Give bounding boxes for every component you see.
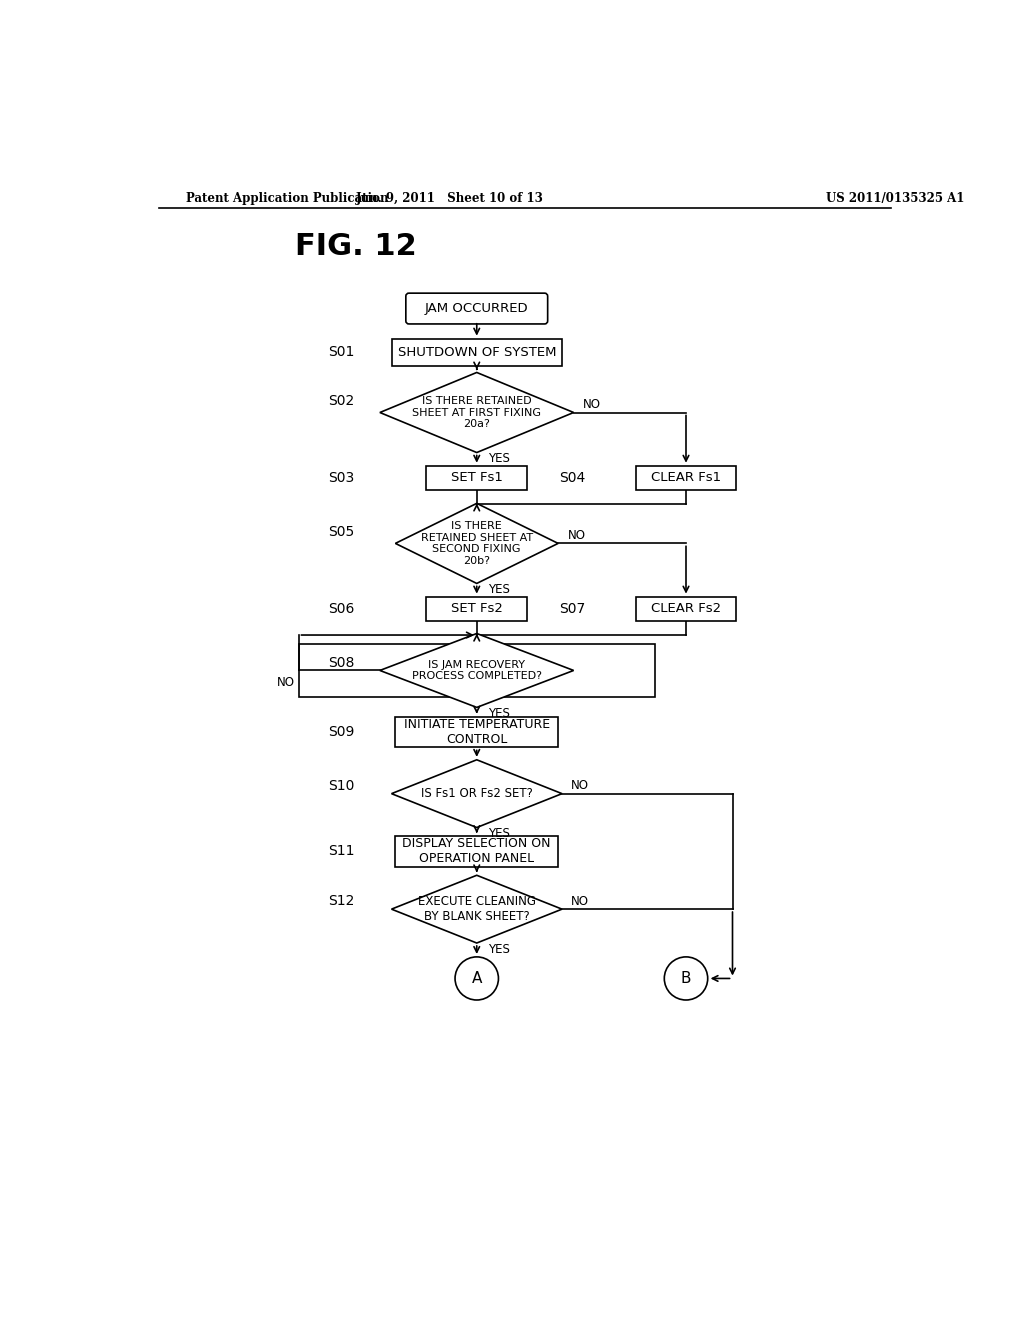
- Text: YES: YES: [488, 828, 510, 841]
- FancyBboxPatch shape: [406, 293, 548, 323]
- Bar: [426, 466, 527, 490]
- Text: S07: S07: [559, 602, 586, 616]
- Text: S10: S10: [328, 779, 354, 793]
- Text: S04: S04: [559, 471, 586, 484]
- Text: B: B: [681, 972, 691, 986]
- Text: DISPLAY SELECTION ON
OPERATION PANEL: DISPLAY SELECTION ON OPERATION PANEL: [402, 837, 551, 866]
- Text: A: A: [472, 972, 482, 986]
- Text: EXECUTE CLEANING
BY BLANK SHEET?: EXECUTE CLEANING BY BLANK SHEET?: [418, 895, 536, 923]
- Circle shape: [455, 957, 499, 1001]
- Polygon shape: [391, 760, 562, 828]
- Text: SET Fs2: SET Fs2: [451, 602, 503, 615]
- Bar: [299, 644, 655, 697]
- Text: Jun. 9, 2011   Sheet 10 of 13: Jun. 9, 2011 Sheet 10 of 13: [355, 191, 544, 205]
- Text: S03: S03: [328, 471, 354, 484]
- Text: US 2011/0135325 A1: US 2011/0135325 A1: [825, 191, 964, 205]
- Bar: [636, 466, 736, 490]
- Text: YES: YES: [488, 583, 510, 597]
- Polygon shape: [380, 634, 573, 708]
- Text: NO: NO: [571, 779, 589, 792]
- Text: SET Fs1: SET Fs1: [451, 471, 503, 484]
- Text: YES: YES: [488, 942, 510, 956]
- Bar: [636, 597, 736, 622]
- Text: CLEAR Fs2: CLEAR Fs2: [651, 602, 721, 615]
- Text: S11: S11: [328, 845, 354, 858]
- Text: SHUTDOWN OF SYSTEM: SHUTDOWN OF SYSTEM: [397, 346, 556, 359]
- Circle shape: [665, 957, 708, 1001]
- Text: FIG. 12: FIG. 12: [295, 232, 417, 261]
- Text: S12: S12: [328, 895, 354, 908]
- Text: S06: S06: [328, 602, 354, 616]
- Text: YES: YES: [488, 708, 510, 721]
- Text: S09: S09: [328, 725, 354, 739]
- Polygon shape: [380, 372, 573, 453]
- Text: Patent Application Publication: Patent Application Publication: [186, 191, 389, 205]
- Text: IS THERE RETAINED
SHEET AT FIRST FIXING
20a?: IS THERE RETAINED SHEET AT FIRST FIXING …: [413, 396, 542, 429]
- Polygon shape: [395, 503, 558, 583]
- Text: JAM OCCURRED: JAM OCCURRED: [425, 302, 528, 315]
- Text: CLEAR Fs1: CLEAR Fs1: [651, 471, 721, 484]
- Text: S05: S05: [328, 525, 354, 539]
- Text: S02: S02: [328, 393, 354, 408]
- Text: INITIATE TEMPERATURE
CONTROL: INITIATE TEMPERATURE CONTROL: [403, 718, 550, 746]
- Bar: [426, 597, 527, 622]
- Bar: [391, 339, 562, 367]
- Text: IS THERE
RETAINED SHEET AT
SECOND FIXING
20b?: IS THERE RETAINED SHEET AT SECOND FIXING…: [421, 521, 532, 566]
- Bar: [395, 836, 558, 867]
- Text: NO: NO: [583, 399, 601, 412]
- Bar: [395, 717, 558, 747]
- Text: NO: NO: [571, 895, 589, 908]
- Text: S08: S08: [328, 656, 354, 669]
- Text: IS JAM RECOVERY
PROCESS COMPLETED?: IS JAM RECOVERY PROCESS COMPLETED?: [412, 660, 542, 681]
- Polygon shape: [391, 875, 562, 942]
- Text: IS Fs1 OR Fs2 SET?: IS Fs1 OR Fs2 SET?: [421, 787, 532, 800]
- Text: YES: YES: [488, 453, 510, 465]
- Text: NO: NO: [276, 676, 295, 689]
- Text: NO: NO: [567, 529, 586, 543]
- Text: S01: S01: [328, 346, 354, 359]
